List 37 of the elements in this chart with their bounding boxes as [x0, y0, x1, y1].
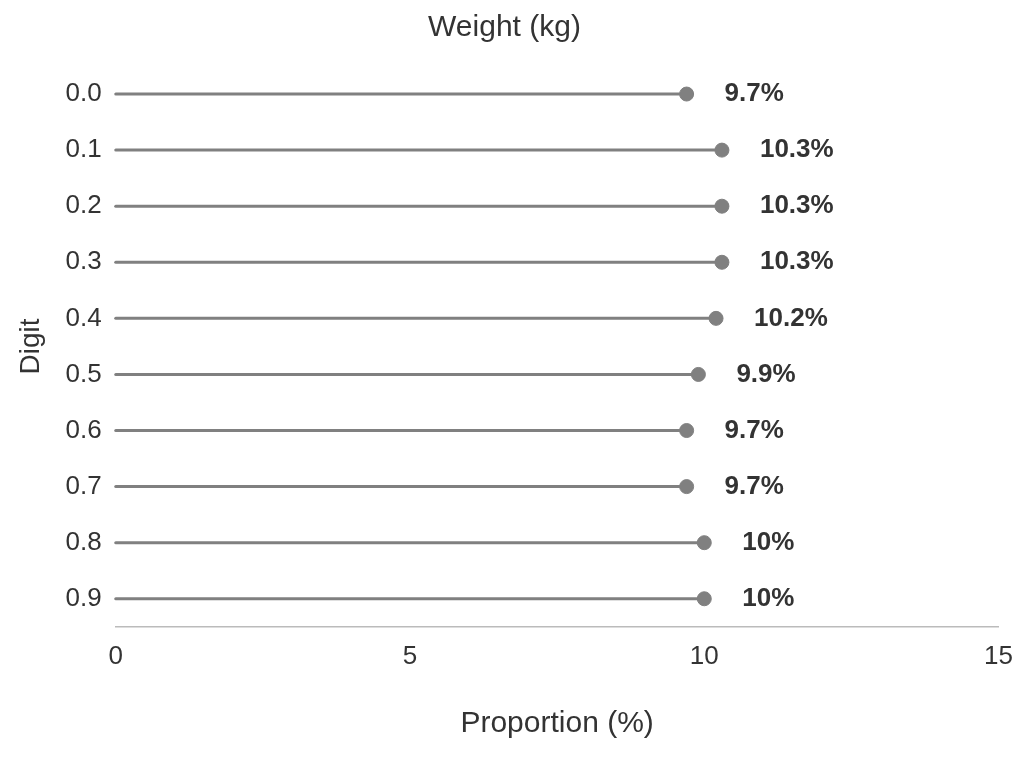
x-axis-title: Proportion (%) — [460, 705, 654, 739]
data-label: 10% — [742, 525, 795, 556]
x-tick-label: 0 — [108, 639, 123, 670]
point — [714, 198, 730, 214]
point — [696, 591, 712, 607]
y-tick-label: 0.1 — [65, 133, 102, 164]
y-tick-label: 0.5 — [65, 357, 102, 388]
data-label: 9.7% — [724, 469, 784, 500]
point — [696, 535, 712, 551]
y-tick-label: 0.0 — [65, 77, 102, 108]
point — [690, 366, 706, 382]
data-label: 10% — [742, 581, 795, 612]
data-label: 10.2% — [754, 301, 828, 332]
y-tick-label: 0.6 — [65, 413, 102, 444]
x-tick-label: 10 — [689, 639, 719, 670]
y-tick-label: 0.7 — [65, 469, 102, 500]
y-tick-label: 0.8 — [65, 525, 102, 556]
data-label: 10.3% — [759, 133, 834, 164]
point — [714, 142, 730, 158]
point — [679, 423, 695, 439]
y-tick-label: 0.2 — [65, 189, 102, 220]
data-label: 9.9% — [736, 357, 796, 388]
data-label: 10.3% — [759, 245, 834, 276]
y-tick-label: 0.9 — [65, 581, 102, 612]
point — [714, 254, 730, 270]
data-label: 9.7% — [724, 413, 784, 444]
point — [679, 86, 695, 102]
y-axis-title: Digit — [13, 318, 45, 375]
y-tick-label: 0.3 — [65, 245, 102, 276]
x-tick-label: 15 — [984, 639, 1013, 670]
data-label: 9.7% — [724, 77, 784, 108]
point — [708, 310, 724, 326]
y-tick-label: 0.4 — [65, 301, 102, 332]
chart-title: Weight (kg) — [428, 9, 581, 43]
data-label: 10.3% — [759, 189, 834, 220]
point — [679, 479, 695, 495]
x-tick-label: 5 — [402, 639, 418, 670]
